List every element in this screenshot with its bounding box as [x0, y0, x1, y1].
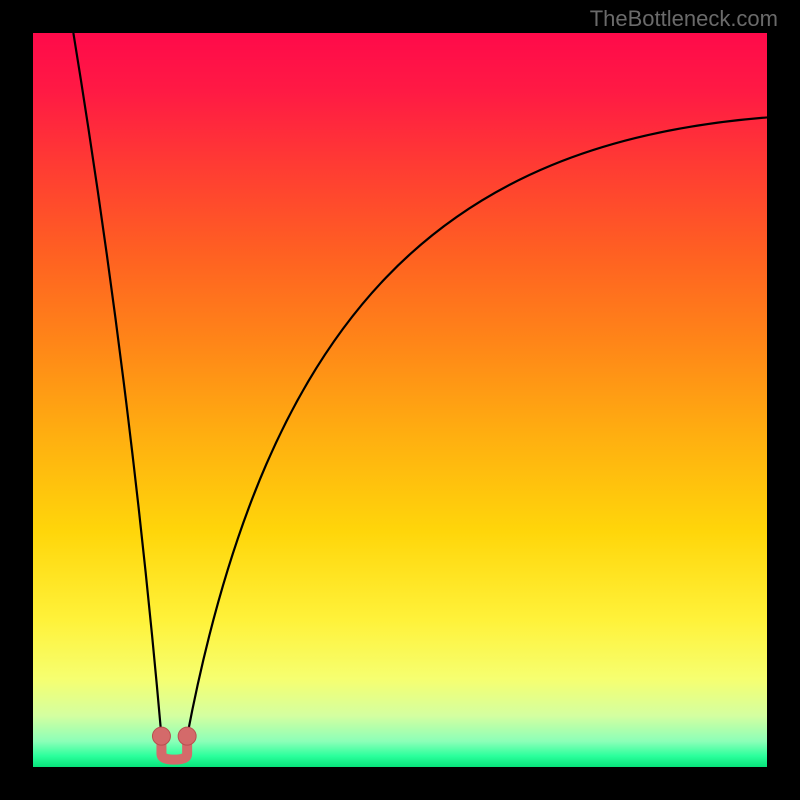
plot-area: [33, 33, 767, 767]
curve-right-branch: [187, 117, 767, 736]
curve-layer: [33, 33, 767, 767]
curve-left-branch: [73, 33, 161, 736]
chart-container: TheBottleneck.com: [0, 0, 800, 800]
watermark-text: TheBottleneck.com: [590, 6, 778, 32]
trough-marker: [152, 727, 196, 759]
